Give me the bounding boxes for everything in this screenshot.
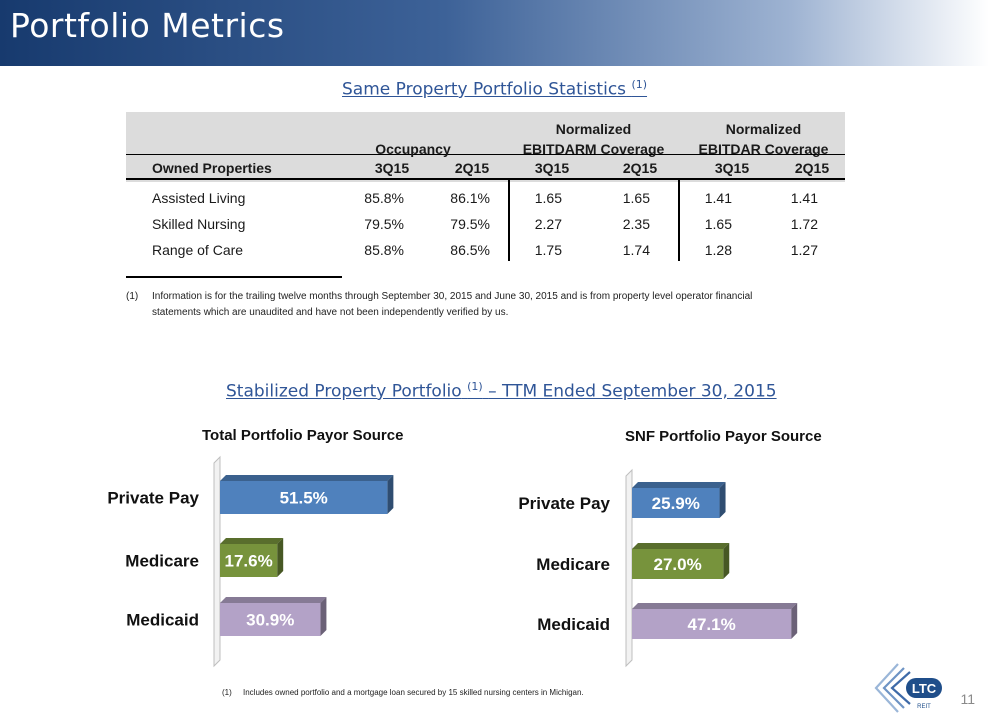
bar-side-face [387, 475, 394, 514]
same-property-title-ref: (1) [631, 78, 648, 91]
table-cell: 86.1% [450, 190, 490, 206]
bar-side-face [320, 597, 327, 636]
table-cell: 1.41 [790, 190, 818, 206]
bar [220, 603, 321, 636]
table-cell: 1.41 [704, 190, 732, 206]
table-cell: 1.65 [704, 216, 732, 232]
category-label: Private Pay [518, 494, 610, 513]
header-banner: Portfolio Metrics [0, 0, 989, 66]
column-header-3q15: 3Q15 [534, 160, 570, 176]
column-header-2q15: 2Q15 [454, 160, 490, 176]
column-separator [678, 180, 680, 261]
chart-title-snf: SNF Portfolio Payor Source [625, 428, 822, 445]
data-label: 27.0% [654, 555, 702, 574]
bottom-footnote-text: Includes owned portfolio and a mortgage … [243, 688, 584, 697]
column-header-3q15: 3Q15 [374, 160, 410, 176]
stabilized-title: Stabilized Property Portfolio (1) – TTM … [226, 380, 777, 402]
bar-top-face [220, 475, 394, 481]
header-underline [126, 154, 845, 155]
category-label: Medicare [125, 552, 199, 571]
stabilized-title-ref: (1) [467, 380, 483, 393]
bar-side-face [719, 482, 726, 518]
table-cell: 86.5% [450, 242, 490, 258]
table-footnote-marker: (1) [126, 291, 139, 302]
table-cell: 85.8% [364, 242, 404, 258]
bar-side-face [791, 603, 798, 639]
bar [220, 481, 388, 514]
table-footnote-line: statements which are unaudited and have … [152, 307, 509, 318]
bar-top-face [220, 538, 284, 544]
bar-side-face [723, 543, 730, 579]
page-number: 11 [960, 691, 975, 707]
logo-subtext: REIT [917, 704, 931, 710]
column-header-2q15: 2Q15 [794, 160, 830, 176]
table-cell: 1.75 [534, 242, 562, 258]
bar [632, 609, 792, 639]
table-cell: 2.27 [534, 216, 562, 232]
ltc-reit-logo-icon: LTC REIT [868, 660, 948, 723]
same-property-title: Same Property Portfolio Statistics (1) [342, 78, 647, 100]
group-header-ebitdarm-line2: EBITDARM Coverage [522, 141, 665, 157]
column-header-3q15: 3Q15 [714, 160, 750, 176]
same-property-title-text: Same Property Portfolio Statistics [342, 79, 627, 100]
logo-text: LTC [912, 681, 937, 696]
bar-top-face [632, 482, 726, 488]
row-label: Assisted Living [152, 190, 246, 206]
bar [220, 544, 278, 577]
data-label: 47.1% [687, 615, 735, 634]
table-footnote-line: Information is for the trailing twelve m… [152, 291, 753, 302]
row-label: Skilled Nursing [152, 216, 246, 232]
bar [632, 488, 720, 518]
table-cell: 79.5% [364, 216, 404, 232]
category-label: Medicaid [126, 611, 199, 630]
bar-top-face [632, 543, 730, 549]
table-cell: 1.65 [622, 190, 650, 206]
table-cell: 1.74 [622, 242, 650, 258]
chart-axis-wall [625, 468, 633, 668]
header-bottom-border [126, 178, 845, 180]
group-header-ebitdarm-line1: Normalized [555, 121, 632, 137]
category-label: Medicare [536, 555, 610, 574]
table-cell: 2.35 [622, 216, 650, 232]
data-label: 51.5% [280, 489, 328, 508]
chart-axis-wall [213, 455, 221, 668]
table-cell: 85.8% [364, 190, 404, 206]
data-label: 25.9% [652, 494, 700, 513]
bar-side-face [277, 538, 284, 577]
bottom-footnote-marker: (1) [222, 688, 232, 697]
page-title: Portfolio Metrics [10, 6, 285, 45]
bar-top-face [632, 603, 798, 609]
data-label: 17.6% [224, 552, 272, 571]
category-label: Medicaid [537, 615, 610, 634]
column-separator [508, 180, 510, 261]
table-header-band [126, 112, 845, 182]
table-cell: 1.27 [790, 242, 818, 258]
stabilized-title-text: Stabilized Property Portfolio [226, 381, 462, 402]
table-cell: 1.28 [704, 242, 732, 258]
bar-top-face [220, 597, 327, 603]
bar [632, 549, 724, 579]
stabilized-title-tail: – TTM Ended September 30, 2015 [488, 381, 777, 402]
group-header-ebitdar-line1: Normalized [725, 121, 802, 137]
column-header-2q15: 2Q15 [622, 160, 658, 176]
table-cell: 1.65 [534, 190, 562, 206]
table-cell: 79.5% [450, 216, 490, 232]
group-header-occupancy: Occupancy [375, 141, 451, 157]
footnote-rule [126, 276, 342, 278]
row-label: Range of Care [152, 242, 244, 258]
table-footnote-text: Information is for the trailing twelve m… [152, 289, 842, 321]
group-header-ebitdar-line2: EBITDAR Coverage [698, 141, 829, 157]
chart-title-total: Total Portfolio Payor Source [202, 427, 404, 444]
column-header-owned-properties: Owned Properties [152, 160, 272, 176]
data-label: 30.9% [246, 611, 294, 630]
category-label: Private Pay [107, 489, 199, 508]
table-cell: 1.72 [790, 216, 818, 232]
